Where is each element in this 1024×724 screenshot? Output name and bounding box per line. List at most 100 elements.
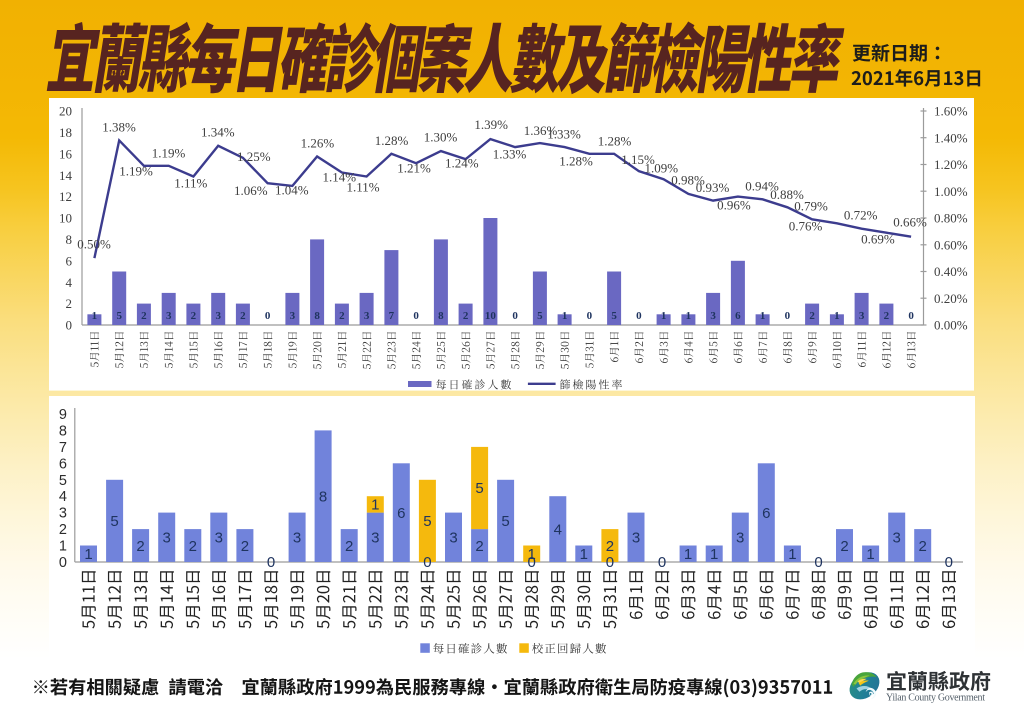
svg-text:1.06%: 1.06%: [234, 183, 268, 198]
svg-text:0.76%: 0.76%: [789, 219, 823, 234]
svg-text:2: 2: [345, 538, 353, 555]
svg-text:0.60%: 0.60%: [934, 237, 968, 252]
svg-text:2: 2: [840, 538, 848, 555]
svg-text:1.14%: 1.14%: [323, 170, 357, 185]
svg-text:2: 2: [339, 310, 345, 322]
svg-text:1.36%: 1.36%: [524, 123, 558, 138]
svg-text:1.40%: 1.40%: [934, 130, 968, 145]
svg-text:0: 0: [587, 310, 593, 322]
svg-text:2: 2: [240, 310, 246, 322]
svg-text:2: 2: [189, 538, 197, 555]
svg-text:3: 3: [449, 530, 457, 547]
svg-text:2: 2: [191, 310, 197, 322]
svg-text:1.39%: 1.39%: [474, 117, 508, 132]
svg-text:1.30%: 1.30%: [424, 130, 458, 145]
svg-text:0: 0: [528, 554, 536, 571]
svg-text:2: 2: [606, 538, 614, 555]
svg-text:0.98%: 0.98%: [671, 173, 705, 188]
svg-text:0: 0: [636, 310, 642, 322]
svg-text:1.15%: 1.15%: [621, 152, 655, 167]
svg-text:20: 20: [59, 104, 72, 119]
svg-text:1.19%: 1.19%: [152, 146, 186, 161]
svg-text:3: 3: [166, 310, 172, 322]
svg-text:1.28%: 1.28%: [559, 154, 593, 169]
svg-text:2: 2: [66, 296, 73, 311]
svg-text:10: 10: [59, 211, 72, 226]
svg-text:3: 3: [859, 310, 865, 322]
svg-text:6: 6: [59, 456, 67, 472]
svg-text:7: 7: [59, 440, 67, 456]
svg-text:1.11%: 1.11%: [346, 180, 379, 195]
svg-text:1.33%: 1.33%: [493, 147, 527, 162]
svg-text:0.79%: 0.79%: [794, 199, 828, 214]
svg-text:2: 2: [919, 538, 927, 555]
svg-text:1: 1: [371, 497, 379, 514]
svg-text:0.40%: 0.40%: [934, 264, 968, 279]
svg-text:0: 0: [785, 310, 791, 322]
svg-text:1.19%: 1.19%: [119, 164, 153, 179]
svg-text:1.24%: 1.24%: [445, 156, 479, 171]
svg-text:1.20%: 1.20%: [934, 157, 968, 172]
svg-text:2: 2: [809, 310, 815, 322]
svg-text:0.88%: 0.88%: [770, 187, 804, 202]
svg-text:6: 6: [762, 505, 770, 522]
svg-text:3: 3: [290, 310, 296, 322]
svg-text:6: 6: [397, 505, 405, 522]
svg-text:1.28%: 1.28%: [375, 133, 409, 148]
svg-text:2: 2: [141, 310, 147, 322]
svg-text:0: 0: [945, 554, 953, 571]
svg-text:1.11%: 1.11%: [174, 176, 207, 191]
svg-text:7: 7: [389, 310, 395, 322]
svg-text:9: 9: [59, 407, 67, 423]
svg-text:8: 8: [59, 423, 67, 439]
svg-text:2: 2: [463, 310, 469, 322]
svg-text:5: 5: [537, 310, 543, 322]
svg-text:0: 0: [59, 555, 67, 571]
svg-text:1.28%: 1.28%: [598, 134, 632, 149]
svg-text:0: 0: [606, 554, 614, 571]
svg-text:1.34%: 1.34%: [201, 124, 235, 139]
svg-text:2: 2: [59, 522, 67, 538]
svg-text:0: 0: [658, 554, 666, 571]
svg-text:3: 3: [293, 530, 301, 547]
svg-text:0.93%: 0.93%: [696, 180, 730, 195]
svg-text:6: 6: [735, 310, 741, 322]
svg-text:12: 12: [59, 189, 72, 204]
svg-text:3: 3: [371, 530, 379, 547]
svg-text:3: 3: [215, 310, 221, 322]
svg-text:1: 1: [562, 310, 568, 322]
svg-text:5: 5: [110, 513, 118, 530]
svg-text:0.96%: 0.96%: [717, 198, 751, 213]
svg-text:0: 0: [908, 310, 914, 322]
svg-text:1: 1: [788, 546, 796, 563]
svg-text:0: 0: [423, 554, 431, 571]
svg-text:0.50%: 0.50%: [77, 237, 111, 252]
svg-text:2: 2: [475, 538, 483, 555]
svg-text:1.04%: 1.04%: [275, 183, 309, 198]
svg-text:3: 3: [215, 530, 223, 547]
svg-text:1.25%: 1.25%: [237, 149, 271, 164]
svg-text:10: 10: [485, 310, 497, 322]
svg-text:0.80%: 0.80%: [934, 211, 968, 226]
svg-text:0: 0: [814, 554, 822, 571]
svg-text:4: 4: [59, 489, 67, 505]
svg-text:0: 0: [265, 310, 271, 322]
svg-text:1: 1: [92, 310, 98, 322]
svg-text:1.33%: 1.33%: [547, 127, 581, 142]
svg-text:4: 4: [554, 521, 562, 538]
svg-text:18: 18: [59, 125, 72, 140]
svg-text:1: 1: [59, 539, 67, 555]
svg-text:0: 0: [66, 318, 73, 333]
svg-text:1: 1: [834, 310, 840, 322]
svg-text:3: 3: [59, 506, 67, 522]
svg-text:0: 0: [267, 554, 275, 571]
svg-text:1: 1: [580, 546, 588, 563]
svg-text:3: 3: [632, 530, 640, 547]
svg-text:0.00%: 0.00%: [934, 318, 968, 333]
svg-text:8: 8: [66, 232, 73, 247]
svg-text:5: 5: [475, 480, 483, 497]
svg-text:1: 1: [710, 546, 718, 563]
svg-text:3: 3: [163, 530, 171, 547]
svg-text:8: 8: [438, 310, 444, 322]
svg-text:5: 5: [59, 473, 67, 489]
